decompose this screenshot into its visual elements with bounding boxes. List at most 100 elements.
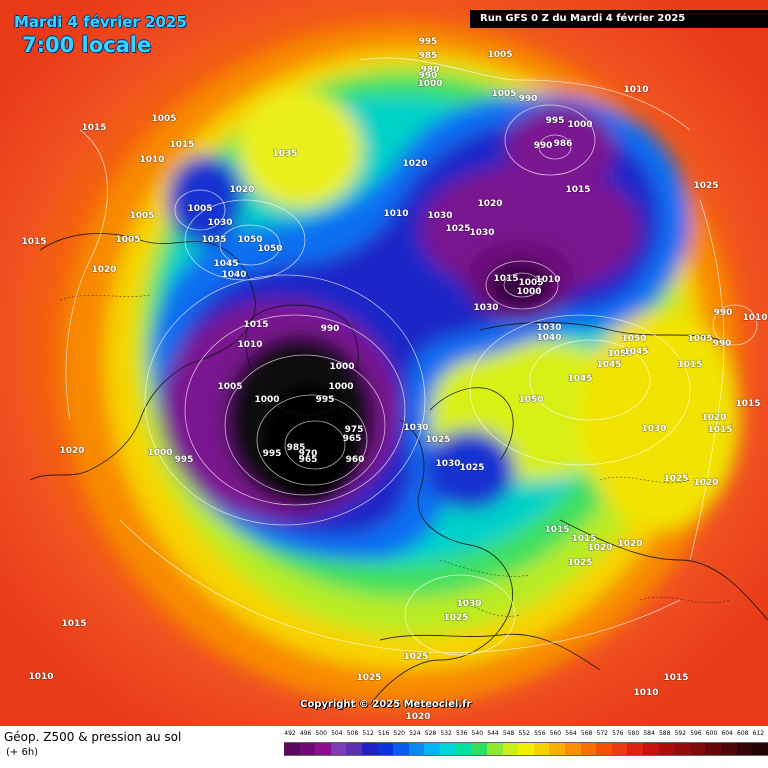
isobar-label: 1000 xyxy=(328,382,353,392)
isobar-bering-low xyxy=(174,189,226,231)
legend-tick-label: 596 xyxy=(690,730,702,737)
isobar-siberia-1 xyxy=(503,272,541,298)
color-legend: 492 496 500 504 508 512 516 520 524 528 532 536 540 5… xyxy=(284,730,768,766)
isobar-label: 1025 xyxy=(693,181,718,191)
isobar-label: 1005 xyxy=(151,114,176,124)
isobar-atlantic-4 xyxy=(184,314,406,506)
isobar-label: 1020 xyxy=(477,199,502,209)
alaska-ridge xyxy=(238,92,362,208)
isobar-label: 1005 xyxy=(487,50,512,60)
legend-bar xyxy=(284,742,768,756)
legend-tick-label: 524 xyxy=(409,730,421,737)
isobar-alaska-high-2 xyxy=(184,199,306,281)
isobar-label: 1020 xyxy=(405,712,430,722)
copyright-notice: Copyright © 2025 Meteociel.fr xyxy=(300,699,472,710)
isobar-label: 1010 xyxy=(383,209,408,219)
legend-tick-label: 504 xyxy=(331,730,343,737)
isobar-label: 1030 xyxy=(473,303,498,313)
isobar-label: 1020 xyxy=(59,446,84,456)
isobar-label: 1010 xyxy=(535,275,560,285)
isobar-label: 1015 xyxy=(663,673,688,683)
asia-ridge xyxy=(580,310,740,530)
legend-tick-label: 512 xyxy=(362,730,374,737)
isobar-label: 990 xyxy=(713,339,732,349)
isobar-band-east xyxy=(689,199,725,561)
isobar-siberian-high-1 xyxy=(529,339,651,421)
isobar-label: 1005 xyxy=(115,235,140,245)
isobar-label: 995 xyxy=(175,455,194,465)
legend-swatch xyxy=(627,743,644,755)
isobar-label: 990 xyxy=(519,94,538,104)
isobar-label: 975 xyxy=(345,425,364,435)
isobar-label: 1015 xyxy=(169,140,194,150)
isobar-label: 1020 xyxy=(617,539,642,549)
isobar-label: 1005 xyxy=(217,382,242,392)
legend-swatch xyxy=(752,743,768,755)
legend-swatch xyxy=(330,743,347,755)
legend-tick-label: 600 xyxy=(705,730,718,737)
isobar-label: 1000 xyxy=(516,287,541,297)
isobar-label: 1030 xyxy=(456,599,481,609)
isobar-label: 1000 xyxy=(417,79,442,89)
isobar-label: 1045 xyxy=(213,259,238,269)
siberian-dark-core xyxy=(490,263,550,307)
legend-swatch xyxy=(346,743,363,755)
legend-tick-label: 572 xyxy=(596,730,608,737)
isobar-atlantic-5 xyxy=(144,274,426,526)
isobar-label: 1000 xyxy=(567,120,592,130)
isobar-kara-1 xyxy=(538,134,572,160)
north-america-coast xyxy=(29,233,256,481)
isobar-label: 1040 xyxy=(536,333,561,343)
isobar-label: 990 xyxy=(714,308,733,318)
isobar-label: 1005 xyxy=(129,211,154,221)
legend-swatch xyxy=(736,743,753,755)
isobar-label: 986 xyxy=(554,139,573,149)
legend-swatch xyxy=(377,743,394,755)
isobar-label: 1010 xyxy=(139,155,164,165)
greenland-coast xyxy=(245,304,359,416)
legend-tick-label: 576 xyxy=(612,730,624,737)
legend-swatch xyxy=(315,743,331,755)
legend-swatch xyxy=(721,743,737,755)
legend-tick-label: 528 xyxy=(424,730,437,737)
isobar-atlantic-2 xyxy=(256,394,368,486)
legend-tick-label: 520 xyxy=(393,730,405,737)
isobar-label: 995 xyxy=(263,449,282,459)
isobar-label: 985 xyxy=(419,51,438,61)
isobar-label: 995 xyxy=(546,116,565,126)
isobar-alaska-high-1 xyxy=(219,224,281,266)
legend-swatch xyxy=(643,743,659,755)
isobar-pacific-low xyxy=(712,304,758,346)
legend-swatch xyxy=(689,743,706,755)
europe-blue xyxy=(425,430,515,510)
isobar-label: 1015 xyxy=(21,237,46,247)
legend-swatch xyxy=(564,743,581,755)
isobar-label: 970 xyxy=(299,449,318,459)
legend-swatch xyxy=(362,743,378,755)
isobar-label: 1020 xyxy=(91,265,116,275)
forecast-time: 7:00 locale xyxy=(22,33,152,57)
isobar-label: 1025 xyxy=(403,652,428,662)
legend-swatch xyxy=(440,743,456,755)
isobar-label: 1015 xyxy=(61,619,86,629)
isobar-label: 990 xyxy=(321,324,340,334)
legend-swatch xyxy=(502,743,519,755)
isobar-label: 960 xyxy=(346,455,365,465)
isobar-label: 1025 xyxy=(459,463,484,473)
borders xyxy=(59,294,731,617)
legend-swatch xyxy=(299,743,316,755)
isobar-label: 995 xyxy=(419,37,438,47)
us-canada-border xyxy=(59,294,151,301)
legend-swatch xyxy=(455,743,472,755)
isobar-label: 1050 xyxy=(607,349,632,359)
legend-swatch xyxy=(596,743,612,755)
isobar-label: 1020 xyxy=(587,543,612,553)
scandinavia-coast xyxy=(429,387,514,461)
isobar-label: 1015 xyxy=(707,425,732,435)
isobar-label: 965 xyxy=(299,455,318,465)
isobar-label: 1005 xyxy=(518,278,543,288)
legend-tick-label: 564 xyxy=(565,730,577,737)
atlantic-black-core xyxy=(265,385,355,495)
